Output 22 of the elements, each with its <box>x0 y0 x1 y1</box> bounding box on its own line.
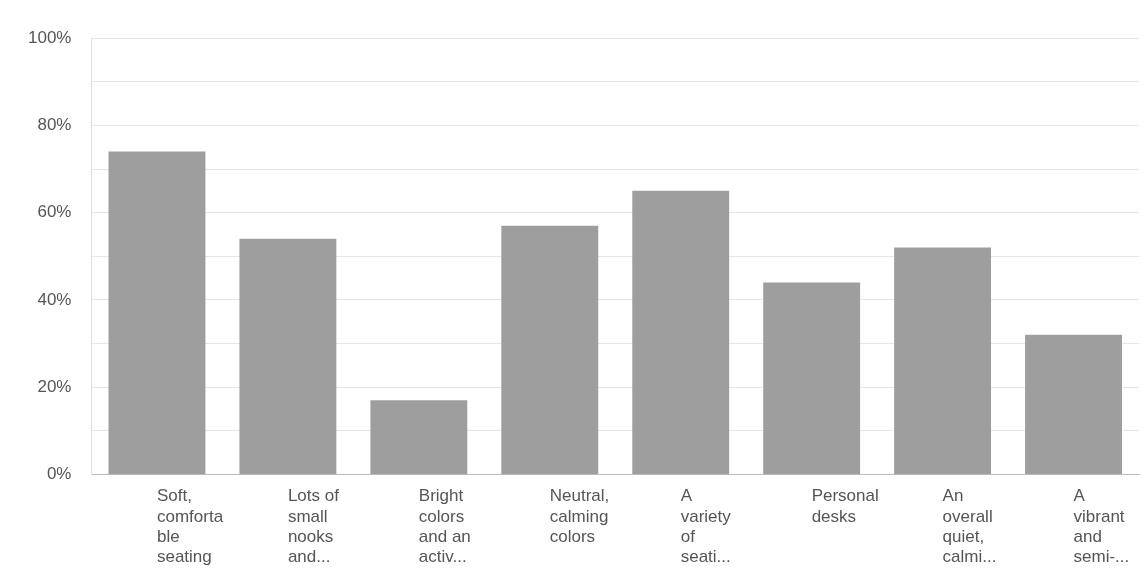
bar <box>370 400 468 474</box>
bar <box>894 247 992 474</box>
y-tick-label: 0% <box>46 464 72 484</box>
y-tick-label: 80% <box>37 115 72 135</box>
x-tick-label: Lots of small nooks and... <box>287 486 340 567</box>
x-tick-label: A variety of seati... <box>680 486 732 567</box>
x-tick-label: Soft, comforta ble seating <box>156 486 224 567</box>
bar <box>239 238 337 474</box>
bar <box>501 225 599 474</box>
y-tick-label: 40% <box>37 289 72 309</box>
x-tick-label: A vibrant and semi-... <box>1073 486 1130 567</box>
x-tick-label: Bright colors and an activ... <box>418 486 471 567</box>
bar <box>108 151 206 474</box>
y-tick-label: 100% <box>28 27 72 47</box>
bar <box>763 282 861 474</box>
x-tick-label: Neutral, calming colors <box>549 486 610 547</box>
y-tick-label: 20% <box>37 376 72 396</box>
x-tick-label: An overall quiet, calmi... <box>942 486 997 567</box>
bar <box>1025 334 1122 474</box>
bar <box>632 190 730 474</box>
x-tick-label: Personal desks <box>811 486 879 526</box>
y-tick-label: 60% <box>37 202 72 222</box>
